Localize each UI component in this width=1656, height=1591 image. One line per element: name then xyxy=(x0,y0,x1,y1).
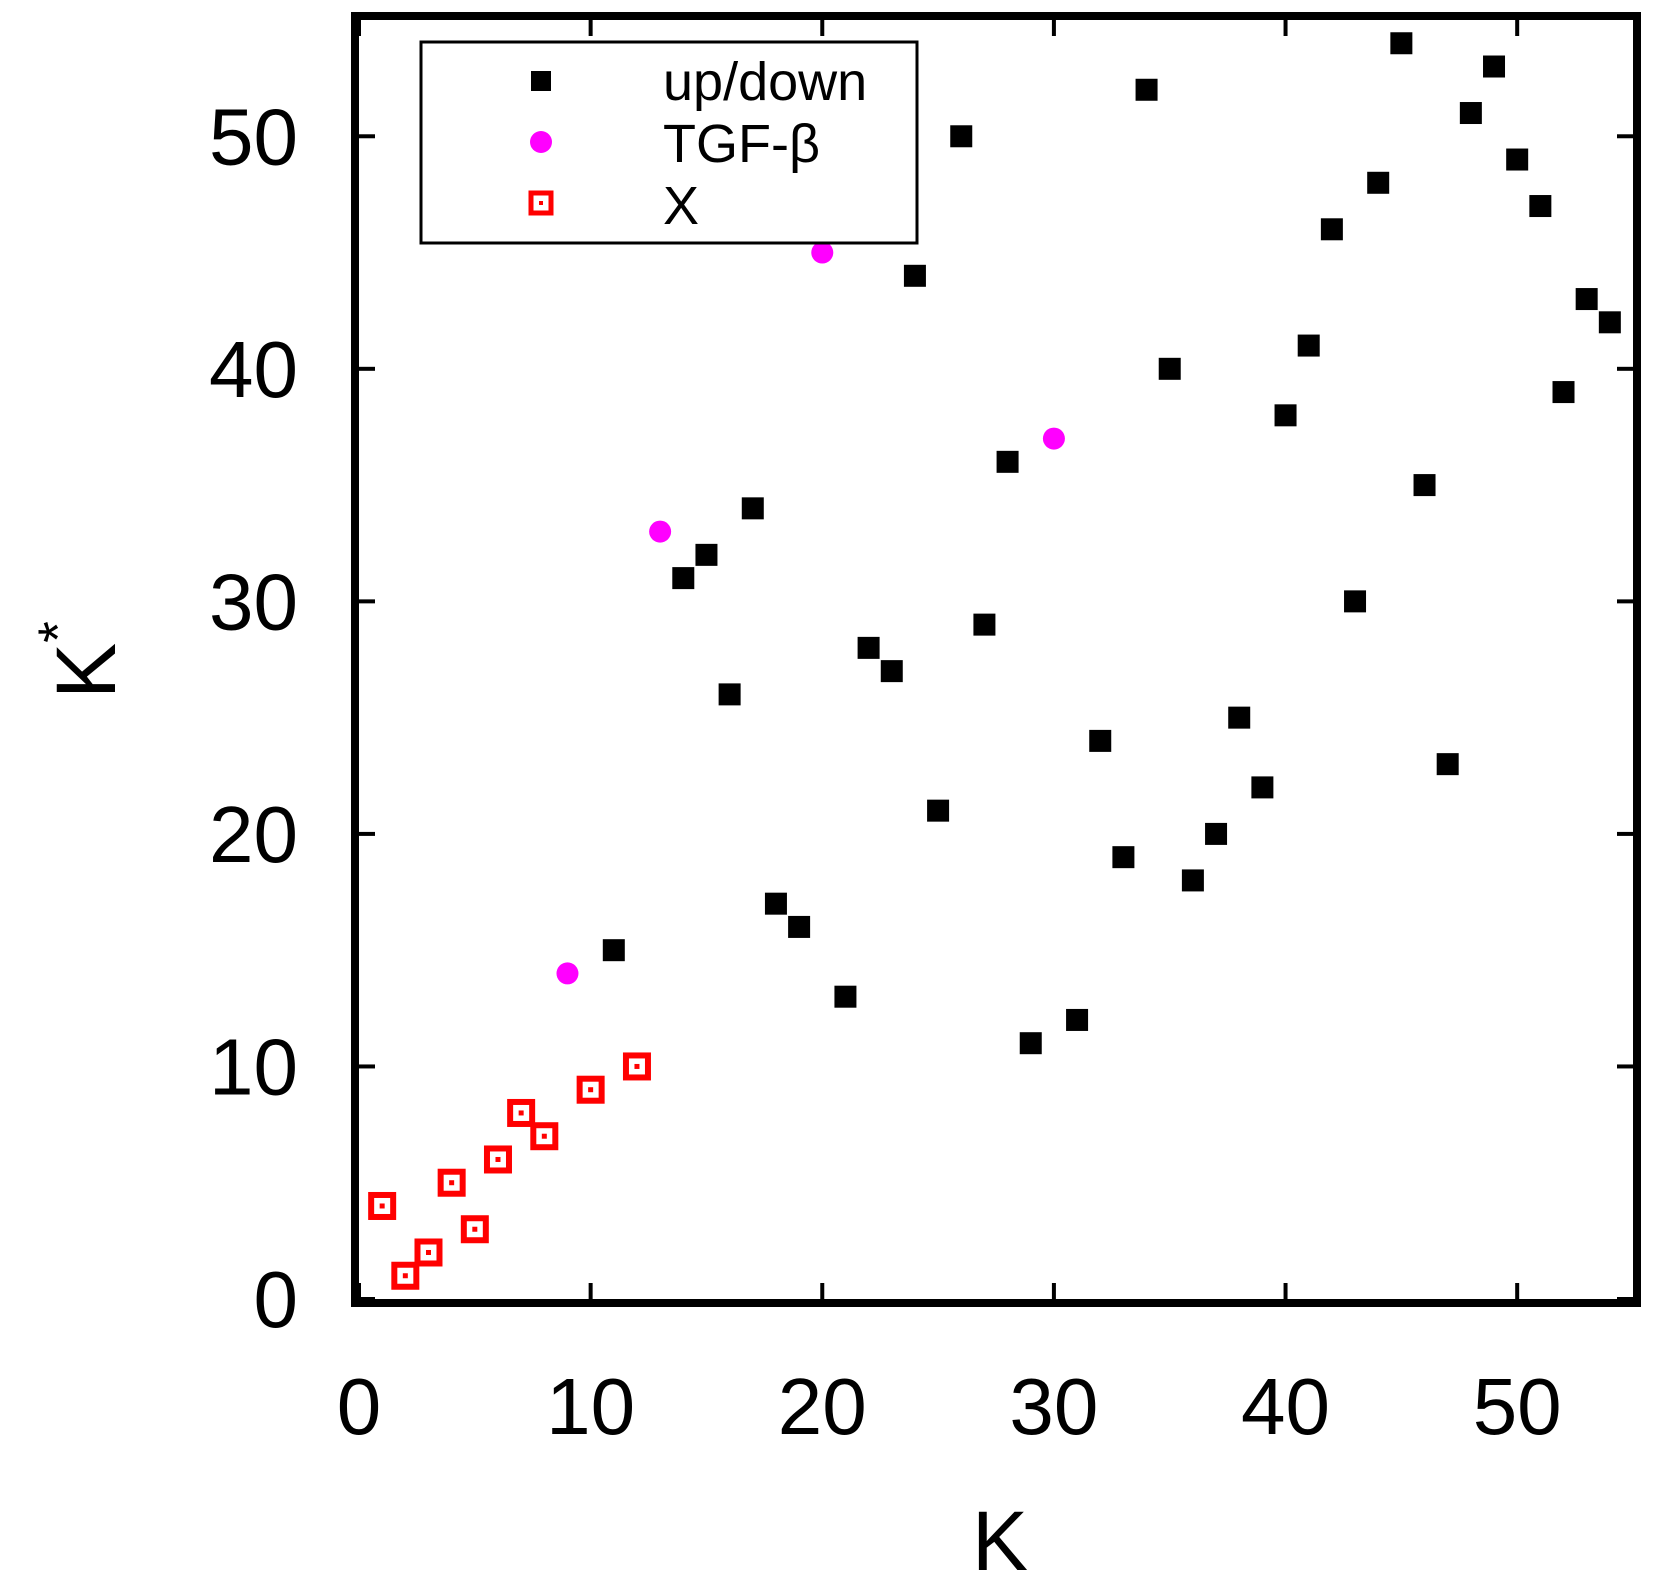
point-x xyxy=(391,1261,420,1290)
point-up-down xyxy=(1181,869,1204,892)
point-x xyxy=(437,1168,466,1197)
point-up-down xyxy=(834,985,857,1008)
point-up-down xyxy=(880,660,903,683)
x-tick-label: 0 xyxy=(337,1362,382,1451)
point-tgf-beta xyxy=(556,962,579,985)
tick-labels: 0 10 20 30 40 50 0 10 20 30 40 50 xyxy=(209,92,1562,1451)
point-tgf-beta xyxy=(811,241,834,264)
point-up-down xyxy=(718,683,741,706)
point-x xyxy=(576,1075,605,1104)
legend-box xyxy=(419,40,919,245)
x-tick-label: 50 xyxy=(1473,1362,1562,1451)
y-axis-title-main: K xyxy=(39,643,133,699)
point-up-down xyxy=(1228,706,1251,729)
point-up-down xyxy=(1367,171,1390,194)
point-up-down xyxy=(1205,822,1228,845)
point-tgf-beta xyxy=(649,520,672,543)
data-points xyxy=(368,32,1621,1290)
point-up-down xyxy=(1413,474,1436,497)
x-tick-label: 30 xyxy=(1009,1362,1098,1451)
point-up-down xyxy=(1112,846,1135,869)
y-tick-label: 30 xyxy=(209,557,298,646)
y-tick-label: 0 xyxy=(254,1255,299,1344)
point-up-down xyxy=(1297,334,1320,357)
point-up-down xyxy=(1552,381,1575,404)
point-up-down xyxy=(1390,32,1413,55)
point-up-down xyxy=(764,892,787,915)
point-tgf-beta xyxy=(1042,427,1065,450)
y-tick-label: 50 xyxy=(209,92,298,181)
point-up-down xyxy=(1135,78,1158,101)
legend-label-x: X xyxy=(663,176,699,236)
point-up-down xyxy=(996,450,1019,473)
point-up-down xyxy=(1598,311,1621,334)
legend-marker-tgf-beta xyxy=(530,131,552,153)
point-x xyxy=(622,1052,651,1081)
point-up-down xyxy=(903,264,926,287)
point-up-down xyxy=(1251,776,1274,799)
point-up-down xyxy=(1158,357,1181,380)
point-up-down xyxy=(695,543,718,566)
y-axis-title: K* xyxy=(26,621,133,699)
point-up-down xyxy=(788,915,811,938)
legend-marker-x xyxy=(528,190,554,216)
point-up-down xyxy=(1483,55,1506,78)
point-up-down xyxy=(741,497,764,520)
point-up-down xyxy=(1506,148,1529,171)
x-tick-label: 10 xyxy=(546,1362,635,1451)
point-up-down xyxy=(1436,753,1459,776)
x-tick-label: 20 xyxy=(778,1362,867,1451)
point-up-down xyxy=(1320,218,1343,241)
point-up-down xyxy=(927,799,950,822)
legend-marker-up-down xyxy=(531,71,551,91)
point-x xyxy=(414,1238,443,1267)
point-up-down xyxy=(1019,1032,1042,1055)
point-up-down xyxy=(973,613,996,636)
point-up-down xyxy=(602,939,625,962)
point-x xyxy=(368,1191,397,1220)
point-up-down xyxy=(1529,195,1552,218)
y-axis-title-superscript: * xyxy=(26,621,89,643)
legend: up/down TGF-β X xyxy=(419,40,919,245)
x-axis-title: K xyxy=(972,1494,1028,1588)
point-up-down xyxy=(1274,404,1297,427)
x-tick-label: 40 xyxy=(1241,1362,1330,1451)
point-up-down xyxy=(950,125,973,148)
point-up-down xyxy=(1459,102,1482,125)
point-up-down xyxy=(1089,729,1112,752)
point-x xyxy=(530,1122,559,1151)
point-up-down xyxy=(1575,288,1598,311)
point-up-down xyxy=(1344,590,1367,613)
point-x xyxy=(460,1215,489,1244)
point-x xyxy=(507,1098,536,1127)
y-tick-label: 40 xyxy=(209,325,298,414)
y-tick-label: 10 xyxy=(209,1022,298,1111)
legend-label-tgf-beta: TGF-β xyxy=(663,114,820,174)
point-up-down xyxy=(1066,1008,1089,1031)
point-x xyxy=(483,1145,512,1174)
y-axis-title-text: K* xyxy=(26,621,133,699)
plot-frame xyxy=(351,12,1641,1307)
point-up-down xyxy=(857,636,880,659)
point-up-down xyxy=(672,567,695,590)
legend-label-up-down: up/down xyxy=(663,52,867,112)
y-tick-label: 20 xyxy=(209,790,298,879)
